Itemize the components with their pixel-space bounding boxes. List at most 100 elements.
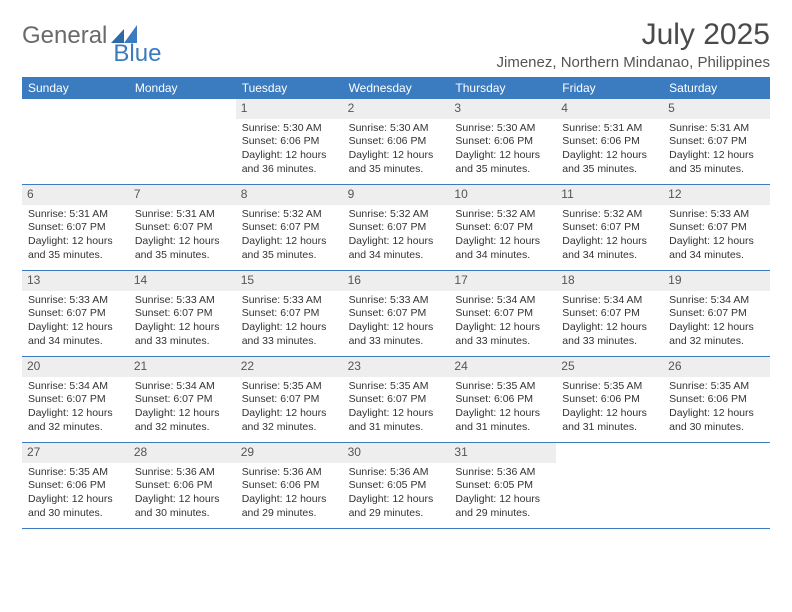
day-number: 4 xyxy=(556,99,663,119)
location-text: Jimenez, Northern Mindanao, Philippines xyxy=(497,54,770,71)
day-number: 11 xyxy=(556,185,663,205)
sunset-line: Sunset: 6:06 PM xyxy=(560,393,659,407)
sunrise-line: Sunrise: 5:31 AM xyxy=(667,122,766,136)
sunset-line: Sunset: 6:07 PM xyxy=(347,307,446,321)
calendar-day-cell: 13 Sunrise: 5:33 AMSunset: 6:07 PMDayligh… xyxy=(22,271,129,357)
calendar-day-cell: 31Sunrise: 5:36 AMSunset: 6:05 PMDayligh… xyxy=(449,443,556,529)
sunset-line: Sunset: 6:07 PM xyxy=(560,221,659,235)
day-number: 19 xyxy=(663,271,770,291)
daylight-line: Daylight: 12 hours and 35 minutes. xyxy=(560,149,659,176)
day-number: 18 xyxy=(556,271,663,291)
sunrise-line: Sunrise: 5:30 AM xyxy=(240,122,339,136)
day-number: 21 xyxy=(129,357,236,377)
day-number: 31 xyxy=(449,443,556,463)
daylight-line: Daylight: 12 hours and 35 minutes. xyxy=(240,235,339,262)
daylight-line: Daylight: 12 hours and 32 minutes. xyxy=(133,407,232,434)
calendar-day-cell: 28Sunrise: 5:36 AMSunset: 6:06 PMDayligh… xyxy=(129,443,236,529)
sunset-line: Sunset: 6:06 PM xyxy=(26,479,125,493)
calendar-body: 1Sunrise: 5:30 AMSunset: 6:06 PMDaylight… xyxy=(22,99,770,529)
daylight-line: Daylight: 12 hours and 36 minutes. xyxy=(240,149,339,176)
day-number: 14 xyxy=(129,271,236,291)
day-number: 20 xyxy=(22,357,129,377)
day-number: 27 xyxy=(22,443,129,463)
calendar-header-row: SundayMondayTuesdayWednesdayThursdayFrid… xyxy=(22,77,770,99)
day-number: 8 xyxy=(236,185,343,205)
calendar-day-cell: 15Sunrise: 5:33 AMSunset: 6:07 PMDayligh… xyxy=(236,271,343,357)
daylight-line: Daylight: 12 hours and 35 minutes. xyxy=(347,149,446,176)
calendar-empty-cell xyxy=(556,443,663,529)
day-number: 7 xyxy=(129,185,236,205)
weekday-header: Wednesday xyxy=(343,77,450,99)
calendar-day-cell: 4Sunrise: 5:31 AMSunset: 6:06 PMDaylight… xyxy=(556,99,663,185)
sunrise-line: Sunrise: 5:33 AM xyxy=(347,294,446,308)
sunrise-line: Sunrise: 5:35 AM xyxy=(560,380,659,394)
calendar-day-cell: 12Sunrise: 5:33 AMSunset: 6:07 PMDayligh… xyxy=(663,185,770,271)
daylight-line: Daylight: 12 hours and 32 minutes. xyxy=(240,407,339,434)
day-number: 22 xyxy=(236,357,343,377)
sunset-line: Sunset: 6:06 PM xyxy=(560,135,659,149)
sunrise-line: Sunrise: 5:35 AM xyxy=(26,466,125,480)
calendar-day-cell: 8Sunrise: 5:32 AMSunset: 6:07 PMDaylight… xyxy=(236,185,343,271)
calendar-day-cell: 27Sunrise: 5:35 AMSunset: 6:06 PMDayligh… xyxy=(22,443,129,529)
sunset-line: Sunset: 6:07 PM xyxy=(26,307,125,321)
daylight-line: Daylight: 12 hours and 31 minutes. xyxy=(453,407,552,434)
day-number: 10 xyxy=(449,185,556,205)
month-title: July 2025 xyxy=(497,18,770,52)
sunset-line: Sunset: 6:07 PM xyxy=(667,135,766,149)
title-block: July 2025 Jimenez, Northern Mindanao, Ph… xyxy=(497,18,770,71)
sunrise-line: Sunrise: 5:30 AM xyxy=(347,122,446,136)
sunset-line: Sunset: 6:07 PM xyxy=(133,221,232,235)
day-number: 6 xyxy=(22,185,129,205)
calendar-empty-cell xyxy=(663,443,770,529)
calendar-day-cell: 6Sunrise: 5:31 AMSunset: 6:07 PMDaylight… xyxy=(22,185,129,271)
weekday-header: Sunday xyxy=(22,77,129,99)
daylight-line: Daylight: 12 hours and 30 minutes. xyxy=(133,493,232,520)
sunrise-line: Sunrise: 5:34 AM xyxy=(667,294,766,308)
calendar-day-cell: 3Sunrise: 5:30 AMSunset: 6:06 PMDaylight… xyxy=(449,99,556,185)
sunset-line: Sunset: 6:07 PM xyxy=(667,221,766,235)
daylight-line: Daylight: 12 hours and 34 minutes. xyxy=(560,235,659,262)
daylight-line: Daylight: 12 hours and 34 minutes. xyxy=(26,321,125,348)
calendar-day-cell: 24Sunrise: 5:35 AMSunset: 6:06 PMDayligh… xyxy=(449,357,556,443)
sunset-line: Sunset: 6:05 PM xyxy=(453,479,552,493)
day-number: 2 xyxy=(343,99,450,119)
sunrise-line: Sunrise: 5:34 AM xyxy=(453,294,552,308)
day-number: 25 xyxy=(556,357,663,377)
calendar-day-cell: 30Sunrise: 5:36 AMSunset: 6:05 PMDayligh… xyxy=(343,443,450,529)
sunrise-line: Sunrise: 5:32 AM xyxy=(347,208,446,222)
sunset-line: Sunset: 6:06 PM xyxy=(240,135,339,149)
day-number: 15 xyxy=(236,271,343,291)
sunrise-line: Sunrise: 5:35 AM xyxy=(347,380,446,394)
sunrise-line: Sunrise: 5:33 AM xyxy=(26,294,125,308)
sunrise-line: Sunrise: 5:34 AM xyxy=(26,380,125,394)
sunrise-line: Sunrise: 5:32 AM xyxy=(560,208,659,222)
day-number: 13 xyxy=(22,271,129,291)
calendar-day-cell: 26Sunrise: 5:35 AMSunset: 6:06 PMDayligh… xyxy=(663,357,770,443)
sunrise-line: Sunrise: 5:36 AM xyxy=(240,466,339,480)
sunrise-line: Sunrise: 5:35 AM xyxy=(667,380,766,394)
sunrise-line: Sunrise: 5:35 AM xyxy=(453,380,552,394)
sunset-line: Sunset: 6:07 PM xyxy=(347,393,446,407)
daylight-line: Daylight: 12 hours and 35 minutes. xyxy=(26,235,125,262)
sunrise-line: Sunrise: 5:32 AM xyxy=(453,208,552,222)
header: General Blue July 2025 Jimenez, Northern… xyxy=(22,18,770,71)
daylight-line: Daylight: 12 hours and 33 minutes. xyxy=(240,321,339,348)
calendar-day-cell: 18Sunrise: 5:34 AMSunset: 6:07 PMDayligh… xyxy=(556,271,663,357)
calendar-day-cell: 16Sunrise: 5:33 AMSunset: 6:07 PMDayligh… xyxy=(343,271,450,357)
calendar-day-cell: 23Sunrise: 5:35 AMSunset: 6:07 PMDayligh… xyxy=(343,357,450,443)
sunset-line: Sunset: 6:06 PM xyxy=(667,393,766,407)
sunset-line: Sunset: 6:07 PM xyxy=(240,221,339,235)
brand-text-2: Blue xyxy=(113,40,161,68)
sunset-line: Sunset: 6:06 PM xyxy=(133,479,232,493)
calendar-table: SundayMondayTuesdayWednesdayThursdayFrid… xyxy=(22,77,770,529)
sunrise-line: Sunrise: 5:33 AM xyxy=(667,208,766,222)
calendar-day-cell: 19Sunrise: 5:34 AMSunset: 6:07 PMDayligh… xyxy=(663,271,770,357)
daylight-line: Daylight: 12 hours and 33 minutes. xyxy=(347,321,446,348)
weekday-header: Monday xyxy=(129,77,236,99)
weekday-header: Friday xyxy=(556,77,663,99)
day-number: 1 xyxy=(236,99,343,119)
sunrise-line: Sunrise: 5:34 AM xyxy=(560,294,659,308)
sunrise-line: Sunrise: 5:33 AM xyxy=(240,294,339,308)
calendar-empty-cell xyxy=(22,99,129,185)
sunset-line: Sunset: 6:07 PM xyxy=(347,221,446,235)
